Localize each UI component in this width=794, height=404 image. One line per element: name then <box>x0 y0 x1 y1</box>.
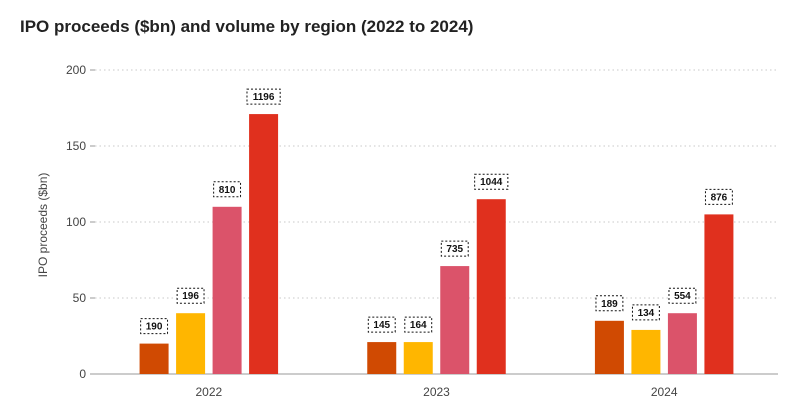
data-label: 876 <box>711 192 728 203</box>
data-label-box <box>631 304 660 321</box>
x-tick-label: 2022 <box>195 385 222 399</box>
x-axis-ticks: 2022 2023 2024 <box>195 385 677 399</box>
data-label: 189 <box>601 299 618 310</box>
bar-2023-2 <box>403 342 433 374</box>
data-label-box <box>140 318 169 335</box>
data-label-box <box>404 316 433 333</box>
chart-title: IPO proceeds ($bn) and volume by region … <box>20 17 473 36</box>
data-label-box <box>595 295 624 312</box>
data-label-box <box>440 240 469 257</box>
data-label: 1044 <box>480 177 503 188</box>
data-label: 810 <box>219 185 236 196</box>
data-label-box <box>176 287 205 304</box>
bar-2023-1 <box>367 342 397 374</box>
bar-2024-3 <box>667 313 697 374</box>
data-label-box <box>704 188 733 205</box>
data-label: 1196 <box>253 92 275 103</box>
y-tick-label: 50 <box>73 291 87 305</box>
y-tick-label: 100 <box>66 215 86 229</box>
data-label-box <box>474 173 509 190</box>
data-label-box <box>668 287 697 304</box>
data-label-box <box>367 316 396 333</box>
bar-2023-3 <box>440 266 470 374</box>
bar-2022-2 <box>176 313 206 374</box>
y-axis-ticks: 0 50 100 150 200 <box>66 63 95 381</box>
data-label: 190 <box>146 322 163 333</box>
bar-2022-4 <box>249 114 279 374</box>
y-axis-label: IPO proceeds ($bn) <box>36 173 50 278</box>
bar-2023-4 <box>476 199 506 374</box>
y-tick-label: 200 <box>66 63 86 77</box>
data-label: 196 <box>182 291 199 302</box>
bar-2024-1 <box>594 320 624 374</box>
x-tick-label: 2023 <box>423 385 450 399</box>
bar-2024-4 <box>704 214 734 374</box>
data-label: 164 <box>410 320 427 331</box>
data-label: 554 <box>674 291 691 302</box>
x-tick-label: 2024 <box>651 385 678 399</box>
bar-2024-2 <box>631 329 661 374</box>
data-label-box <box>213 181 242 198</box>
gridlines <box>95 69 778 299</box>
data-label: 145 <box>373 320 390 331</box>
bars: 190 196 810 1196 145 164 735 1044 189 134 554 876 <box>139 88 734 374</box>
y-tick-label: 0 <box>79 367 86 381</box>
bar-2022-1 <box>139 343 169 374</box>
data-label: 735 <box>446 244 463 255</box>
data-label-box <box>246 88 281 105</box>
y-tick-label: 150 <box>66 139 86 153</box>
bar-2022-3 <box>212 206 242 374</box>
data-label: 134 <box>638 308 655 319</box>
